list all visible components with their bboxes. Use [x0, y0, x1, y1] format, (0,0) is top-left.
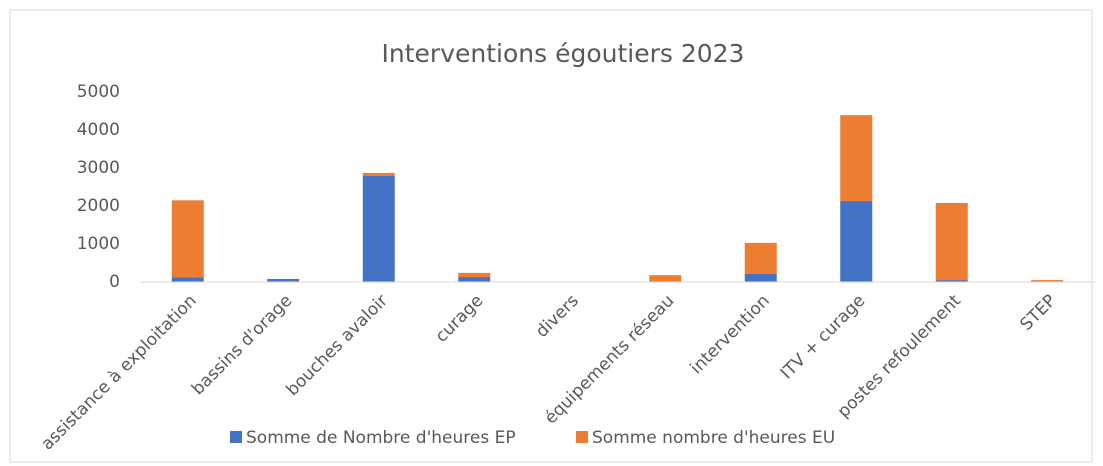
y-tick-label: 0 — [109, 272, 120, 292]
legend-label: Somme nombre d'heures EU — [592, 428, 835, 448]
bar-segment — [840, 115, 873, 202]
bar-segment — [458, 277, 491, 282]
y-tick-label: 4000 — [77, 120, 120, 140]
legend-label: Somme de Nombre d'heures EP — [246, 428, 516, 448]
bar-segment — [935, 202, 968, 281]
legend-swatch — [230, 431, 242, 443]
bar-segment — [458, 272, 491, 278]
bar-segment — [744, 242, 777, 275]
bar-segment — [744, 274, 777, 282]
y-tick-label: 1000 — [77, 234, 120, 254]
bar-segment — [935, 280, 968, 282]
y-tick-label: 5000 — [77, 82, 120, 102]
bar-segment — [1031, 280, 1064, 282]
bar-segment — [171, 277, 204, 282]
legend-swatch — [576, 431, 588, 443]
bar-segment — [267, 278, 300, 282]
bar-segment — [362, 175, 395, 282]
bar-segment — [840, 201, 873, 282]
bar-segment — [362, 172, 395, 176]
bar-segment — [171, 200, 204, 278]
chart-title: Interventions égoutiers 2023 — [382, 39, 745, 68]
bar-segment — [649, 275, 682, 282]
y-tick-label: 2000 — [77, 196, 120, 216]
y-tick-label: 3000 — [77, 158, 120, 178]
